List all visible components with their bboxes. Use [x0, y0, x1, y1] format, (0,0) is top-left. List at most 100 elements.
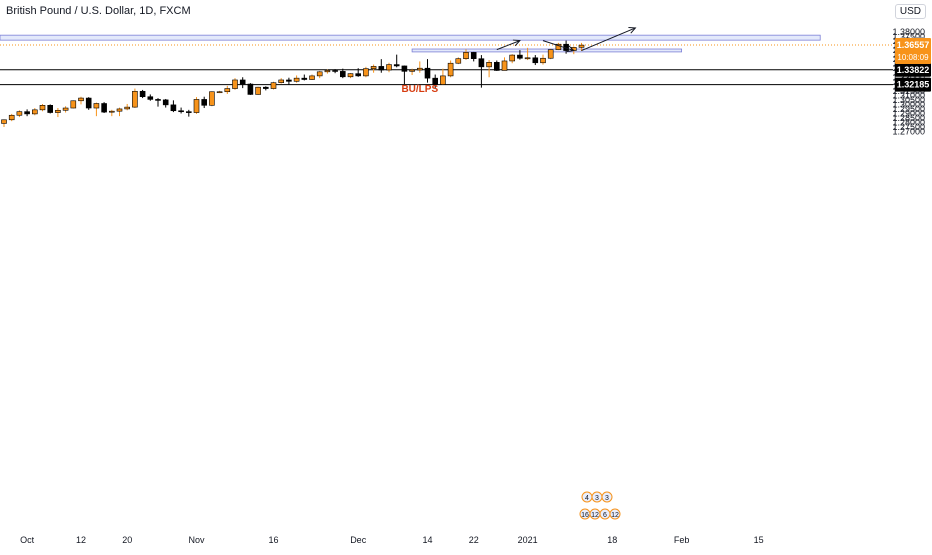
- candle[interactable]: [486, 60, 492, 78]
- indicator-badge[interactable]: [609, 508, 621, 520]
- indicator-badge[interactable]: [601, 491, 613, 503]
- candle[interactable]: [547, 48, 554, 60]
- symbol-title[interactable]: British Pound / U.S. Dollar, 1D, FXCM: [6, 5, 191, 17]
- candle[interactable]: [8, 113, 15, 122]
- indicator-badge-count: 3: [605, 495, 609, 502]
- candle[interactable]: [578, 42, 585, 52]
- candle[interactable]: [416, 61, 423, 73]
- candle[interactable]: [216, 90, 223, 94]
- annotations-layer: BU/LPS: [401, 84, 438, 95]
- candle[interactable]: [517, 50, 523, 60]
- candle[interactable]: [493, 60, 500, 71]
- candle[interactable]: [209, 91, 215, 107]
- candle[interactable]: [55, 108, 61, 118]
- candle[interactable]: [16, 110, 23, 118]
- candle[interactable]: [70, 100, 77, 109]
- candle-body: [416, 67, 423, 71]
- time-tick-label: 15: [754, 535, 764, 545]
- supply-zone[interactable]: [0, 34, 821, 41]
- candle-body: [262, 86, 269, 89]
- candle[interactable]: [270, 81, 277, 90]
- candle[interactable]: [78, 96, 84, 105]
- candle[interactable]: [316, 70, 323, 79]
- candle[interactable]: [370, 64, 377, 73]
- candle[interactable]: [432, 74, 439, 89]
- candle[interactable]: [247, 83, 254, 95]
- candle-body: [124, 106, 130, 110]
- candle[interactable]: [62, 106, 69, 113]
- candle[interactable]: [409, 68, 415, 75]
- candle[interactable]: [301, 74, 308, 81]
- candle[interactable]: [455, 57, 462, 65]
- candle[interactable]: [224, 85, 231, 94]
- price-tick-label: 1.28000: [892, 118, 925, 128]
- candle[interactable]: [532, 55, 539, 66]
- candle[interactable]: [339, 68, 346, 79]
- candle[interactable]: [186, 109, 192, 117]
- candle[interactable]: [524, 47, 531, 61]
- candle[interactable]: [332, 69, 338, 74]
- candle[interactable]: [31, 108, 38, 116]
- candle[interactable]: [178, 107, 184, 114]
- annotation-label[interactable]: BU/LPS: [401, 84, 438, 95]
- candle[interactable]: [293, 75, 300, 83]
- candle[interactable]: [232, 78, 238, 90]
- candle[interactable]: [355, 68, 362, 77]
- candle[interactable]: [116, 107, 123, 117]
- candle[interactable]: [401, 65, 408, 85]
- candle[interactable]: [393, 54, 400, 68]
- candle-body: [8, 114, 15, 121]
- candle[interactable]: [85, 97, 92, 110]
- candle[interactable]: [193, 97, 200, 114]
- candle[interactable]: [347, 73, 354, 79]
- trend-arrow[interactable]: [542, 40, 575, 53]
- candle[interactable]: [278, 78, 285, 84]
- candle[interactable]: [170, 100, 177, 113]
- candle[interactable]: [501, 57, 508, 71]
- candle[interactable]: [509, 54, 516, 64]
- candle[interactable]: [262, 86, 269, 91]
- candle[interactable]: [309, 74, 315, 80]
- candle-body: [355, 73, 362, 77]
- candle-body: [332, 70, 338, 72]
- candle[interactable]: [540, 54, 546, 65]
- candle[interactable]: [162, 98, 169, 108]
- candle[interactable]: [139, 89, 146, 99]
- trend-arrow[interactable]: [496, 39, 521, 51]
- candle[interactable]: [101, 102, 107, 113]
- candle[interactable]: [363, 66, 369, 78]
- candle[interactable]: [555, 42, 562, 51]
- candle[interactable]: [201, 96, 207, 109]
- candle[interactable]: [470, 51, 477, 62]
- candle[interactable]: [386, 62, 392, 73]
- candle[interactable]: [24, 109, 30, 117]
- candle[interactable]: [255, 86, 261, 95]
- candle[interactable]: [478, 55, 485, 88]
- bar-countdown: 10:08:09: [897, 53, 929, 62]
- candle[interactable]: [424, 59, 431, 83]
- demand-zone[interactable]: [411, 48, 683, 53]
- candle[interactable]: [239, 77, 246, 89]
- candle[interactable]: [324, 69, 331, 74]
- candle[interactable]: [286, 77, 292, 85]
- candle[interactable]: [109, 109, 115, 117]
- candle-body: [70, 100, 77, 109]
- currency-selector[interactable]: USD: [894, 4, 926, 19]
- candle[interactable]: [378, 59, 385, 73]
- candle[interactable]: [155, 98, 161, 107]
- candle[interactable]: [39, 103, 46, 112]
- candle[interactable]: [93, 102, 100, 117]
- candle[interactable]: [447, 60, 454, 78]
- candle[interactable]: [124, 103, 130, 111]
- candle[interactable]: [147, 94, 154, 101]
- candle-body: [286, 79, 292, 82]
- candle[interactable]: [1, 119, 7, 128]
- candle[interactable]: [47, 104, 54, 114]
- candle[interactable]: [132, 88, 138, 109]
- candle[interactable]: [463, 49, 469, 61]
- candle-body: [386, 64, 392, 71]
- trend-arrow[interactable]: [581, 27, 637, 52]
- candle[interactable]: [440, 68, 446, 85]
